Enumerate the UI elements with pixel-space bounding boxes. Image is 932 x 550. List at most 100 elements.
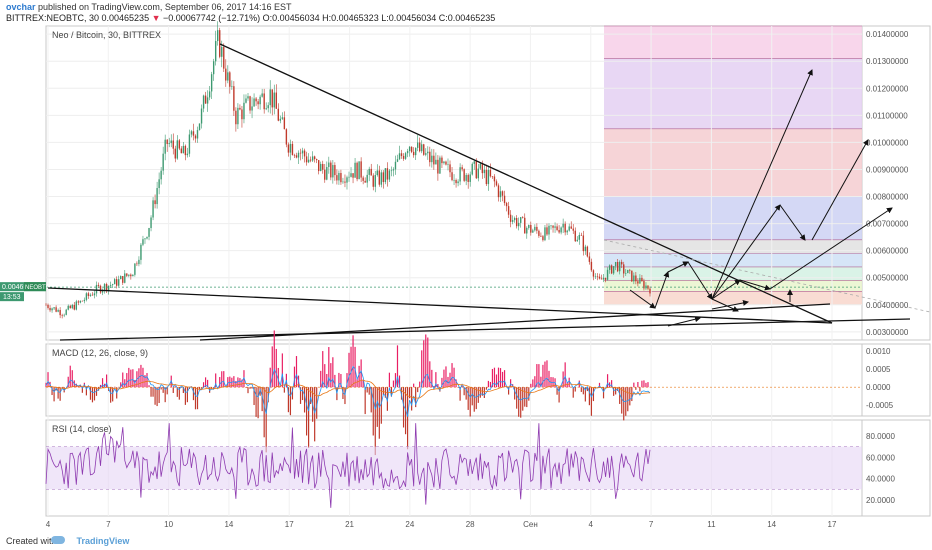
candle-body xyxy=(71,304,73,309)
candle-body xyxy=(322,163,324,170)
candle-body xyxy=(562,223,564,228)
candle-body xyxy=(378,170,381,185)
fib-band xyxy=(604,291,862,305)
candle-body xyxy=(427,151,429,154)
candle-body xyxy=(566,230,568,233)
symbol-prefix: BITTREX:NEOBTC, 30 0.00465235 xyxy=(6,13,152,23)
candle-body xyxy=(235,110,237,125)
candle-body xyxy=(212,61,215,75)
candle-body xyxy=(182,145,185,154)
candle-body xyxy=(443,161,445,164)
candle-body xyxy=(372,175,374,187)
tradingview-brand[interactable]: TradingView xyxy=(76,536,130,546)
candle-body xyxy=(639,277,641,284)
author-name[interactable]: ovchar xyxy=(6,2,36,12)
candle-body xyxy=(113,279,116,285)
candle-body xyxy=(616,262,619,272)
candle-body xyxy=(346,177,348,183)
candle-body xyxy=(540,235,542,237)
price-tick-label: 0.00600000 xyxy=(866,247,909,256)
candle-body xyxy=(186,153,189,156)
candle-body xyxy=(138,259,140,265)
trend-line xyxy=(47,287,833,324)
last-price-text: 0.00465235 xyxy=(2,284,39,291)
candle-body xyxy=(150,217,152,229)
last-price-badge xyxy=(0,282,46,292)
candle-body xyxy=(289,143,292,153)
projection-arrow xyxy=(711,204,781,300)
candle-body xyxy=(574,230,576,242)
symbol-info: BITTREX:NEOBTC, 30 0.00465235 ▼ −0.00067… xyxy=(6,13,495,23)
candle-body xyxy=(612,266,615,274)
fib-band xyxy=(604,239,862,254)
candle-body xyxy=(406,151,409,154)
candle-body xyxy=(586,246,589,257)
candle-body xyxy=(315,159,318,161)
candle-body xyxy=(192,131,195,136)
candle-body xyxy=(97,284,100,286)
candle-body xyxy=(279,118,282,121)
candle-body xyxy=(164,139,166,154)
candle-body xyxy=(384,168,387,183)
ticker-text: NEOBTC xyxy=(25,285,51,291)
candle-body xyxy=(354,162,356,178)
price-tick-label: 0.01300000 xyxy=(866,57,909,66)
candle-body xyxy=(190,131,193,135)
candle-body xyxy=(576,239,578,242)
candle-body xyxy=(55,307,57,312)
candle-body xyxy=(299,152,302,154)
candle-body xyxy=(243,102,245,120)
candle-body xyxy=(643,280,645,289)
candle-body xyxy=(507,206,510,215)
candle-body xyxy=(239,107,241,110)
pane-border xyxy=(45,25,931,341)
candle-body xyxy=(542,236,544,241)
candle-body xyxy=(295,155,298,158)
price-tick-label: 0.00500000 xyxy=(866,274,909,283)
ticker-badge xyxy=(24,282,46,292)
candle-body xyxy=(87,293,90,296)
candle-body xyxy=(503,195,506,204)
price-tick-label: 0.00800000 xyxy=(866,193,909,202)
candle-body xyxy=(49,307,51,311)
candle-body xyxy=(499,191,502,198)
candle-body xyxy=(473,161,475,164)
x-tick-label: 17 xyxy=(828,520,837,529)
candle-body xyxy=(408,146,411,152)
x-tick-label: 11 xyxy=(707,520,716,529)
candle-body xyxy=(400,153,403,156)
candle-body xyxy=(560,227,562,233)
candle-body xyxy=(356,162,358,180)
candle-body xyxy=(554,226,556,228)
candle-body xyxy=(649,288,651,294)
candle-body xyxy=(530,224,532,233)
candle-body xyxy=(122,276,124,283)
candle-body xyxy=(511,220,514,222)
created-with-text: Created with xyxy=(6,536,57,546)
candle-body xyxy=(433,155,435,165)
candle-body xyxy=(313,156,316,160)
candle-body xyxy=(326,167,328,180)
candle-body xyxy=(99,285,102,293)
candle-body xyxy=(227,72,229,81)
candle-body xyxy=(526,227,528,234)
candle-body xyxy=(439,157,441,174)
candle-body xyxy=(53,307,55,309)
x-tick-label: 14 xyxy=(224,520,233,529)
projection-arrow xyxy=(667,261,689,273)
candle-body xyxy=(134,263,136,275)
candle-body xyxy=(528,224,530,228)
x-tick-label: 4 xyxy=(589,520,594,529)
macd-line xyxy=(45,365,651,417)
trend-line xyxy=(59,318,911,341)
candle-body xyxy=(285,129,288,145)
candle-body xyxy=(233,86,235,111)
fib-band xyxy=(604,58,862,129)
candle-body xyxy=(320,163,322,172)
candle-body xyxy=(598,276,601,279)
candle-body xyxy=(214,41,217,62)
macd-tick-label: 0.0010 xyxy=(866,347,891,356)
candle-body xyxy=(334,165,336,176)
candle-body xyxy=(259,96,261,105)
candle-body xyxy=(414,147,417,156)
